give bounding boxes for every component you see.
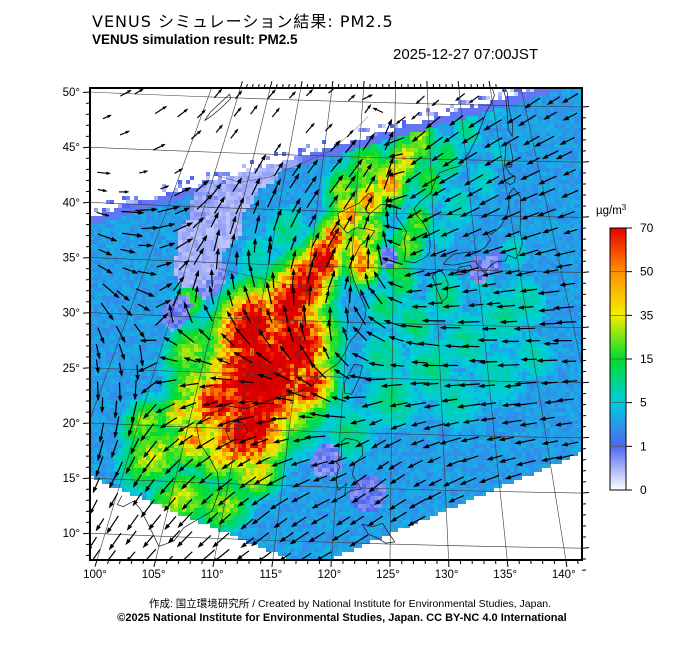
copyright-line: ©2025 National Institute for Environment… [117, 612, 567, 624]
timestamp: 2025-12-27 07:00JST [393, 46, 539, 63]
lon-tick-label: 135° [493, 569, 517, 581]
wind-vectors [90, 88, 579, 560]
lon-tick-label: 110° [201, 569, 224, 581]
colorbar-tick-label: 50 [640, 265, 654, 279]
lon-tick-label: 120° [318, 569, 342, 581]
lon-tick-label: 105° [142, 569, 166, 581]
lat-tick-label: 35° [63, 252, 80, 264]
colorbar-tick-label: 5 [640, 396, 647, 410]
lat-tick-label: 40° [63, 197, 80, 209]
colorbar-tick-label: 35 [640, 308, 654, 322]
axis-ticks [82, 80, 590, 571]
lat-tick-label: 45° [63, 142, 80, 154]
graticule [90, 88, 582, 560]
lat-tick-label: 25° [63, 363, 80, 375]
colorbar-tick-label: 15 [640, 352, 654, 366]
colorbar: 70 50 35 15 5 1 0 µg/m3 [596, 203, 654, 497]
page-title-japanese: VENUS シミュレーション結果: PM2.5 [92, 12, 394, 31]
lat-tick-label: 20° [63, 418, 80, 430]
lon-tick-label: 100° [83, 569, 107, 581]
colorbar-tick-label: 1 [640, 439, 647, 453]
lat-tick-label: 50° [63, 87, 80, 99]
page-title-english: VENUS simulation result: PM2.5 [92, 32, 298, 47]
axis-labels: 100° 105° 110° 115° 120° 125° 130° 135° 140° 10° 1… [63, 87, 576, 581]
colorbar-tick-label: 0 [640, 483, 647, 497]
lon-tick-label: 130° [435, 569, 459, 581]
credit-line: 作成: 国立環境研究所 / Created by National Instit… [148, 598, 552, 610]
lat-tick-label: 10° [63, 528, 80, 540]
colorbar-tick-label: 70 [640, 221, 654, 235]
lon-tick-label: 140° [552, 569, 576, 581]
lon-tick-label: 125° [376, 569, 400, 581]
lat-tick-label: 30° [63, 308, 80, 320]
lon-tick-label: 115° [259, 569, 282, 581]
lat-tick-label: 15° [63, 473, 80, 485]
map-clip-group [90, 88, 582, 560]
colorbar-unit-label: µg/m3 [596, 203, 627, 217]
